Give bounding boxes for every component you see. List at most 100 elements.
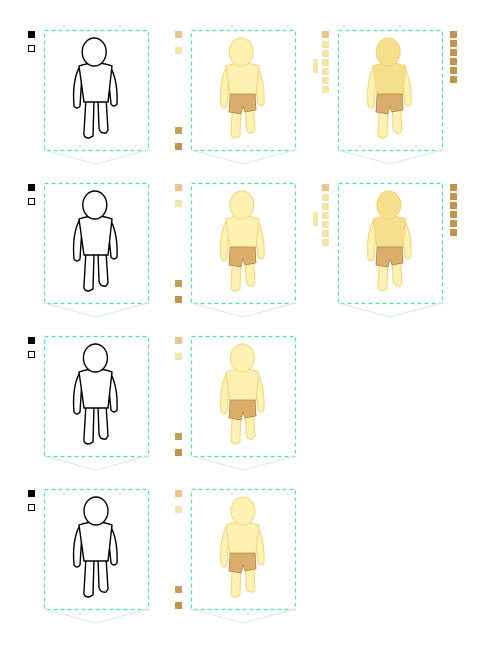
floor-tile-edge [337,302,443,318]
left-leg [83,556,95,598]
floor-tile-edge [43,455,149,471]
bounding-frame [337,182,444,305]
avatar-figure-skin [220,496,265,598]
shorts [228,93,257,115]
bounding-frame [43,335,150,458]
torso [78,215,113,256]
torso [225,62,260,103]
avatar-figure-outline [72,37,118,139]
shorts-swatch-icon [175,433,182,440]
left-leg [83,403,95,445]
filled-square-icon [28,31,35,38]
head [375,37,401,67]
avatar-figure-outline [72,190,118,292]
floor-tile-edge [43,608,149,624]
bounding-frame [43,182,150,305]
shorts [228,399,257,421]
shorts-dark-swatch-icon [175,449,182,456]
empty-square-icon [28,351,35,358]
left-leg [83,97,95,139]
head [82,190,108,220]
left-arm [72,66,83,109]
torso [78,62,113,103]
floor-tile-edge [43,149,149,165]
shorts-swatch-icon [175,127,182,134]
skin-light-swatch-icon [175,506,182,513]
skin-swatch-icon [175,337,182,344]
shade-swatch-icon [322,50,329,57]
avatar-figure-skin [220,343,265,445]
bounding-frame [190,29,297,152]
torso [372,62,407,103]
head [82,343,109,373]
shorts-dark-swatch-icon [175,143,182,150]
shade-swatch-icon [322,221,329,228]
bounding-frame [43,488,150,611]
avatar-figure-skin-shaded [367,190,412,292]
shade-swatch-icon [322,239,329,246]
torso [78,368,113,409]
shade-swatch-icon [450,67,457,74]
right-leg [97,97,109,134]
shade-swatch-icon [322,212,329,219]
shade-swatch-icon [322,194,329,201]
shade-swatch-icon [450,229,457,236]
bounding-frame [190,182,297,305]
shorts [228,552,257,574]
sprite-row-4 [28,488,297,624]
shade-swatch-icon [450,211,457,218]
avatar-figure-outline [72,496,118,598]
floor-tile-edge [337,149,443,165]
avatar-figure-skin [220,190,265,292]
shade-swatch-icon [322,41,329,48]
floor-tile-edge [190,149,296,165]
head [229,190,255,220]
right-leg [97,556,109,593]
shorts [228,246,257,268]
shade-swatch-icon [322,86,329,93]
left-arm [72,372,83,415]
right-leg [97,250,109,287]
head [230,496,256,526]
sprite-row-3 [28,335,297,471]
left-arm [220,219,230,262]
skin-swatch-icon [322,31,329,38]
left-arm [220,372,230,415]
bounding-frame [190,488,297,611]
head [81,37,107,67]
head [376,190,402,220]
shade-swatch-icon [450,49,457,56]
empty-square-icon [28,198,35,205]
empty-square-icon [28,45,35,52]
bounding-frame [43,29,150,152]
left-arm [72,219,83,262]
filled-square-icon [28,184,35,191]
left-leg [83,250,95,292]
head [229,343,255,373]
floor-tile-edge [190,455,296,471]
sprite-row-1 [28,29,457,165]
shade-swatch-icon [322,230,329,237]
skin-swatch-icon [175,31,182,38]
floor-tile-edge [190,608,296,624]
shorts [375,246,404,268]
skin-swatch-icon [175,490,182,497]
torso [78,521,113,562]
shade-swatch-icon [450,58,457,65]
shorts-dark-swatch-icon [175,296,182,303]
left-arm [72,525,83,568]
floor-tile-edge [43,302,149,318]
sprite-row-2 [28,182,457,318]
avatar-figure-skin [220,37,265,139]
shade-swatch-icon [450,184,457,191]
skin-light-swatch-icon [175,353,182,360]
right-leg [97,403,109,440]
shorts-swatch-icon [175,586,182,593]
left-arm [220,525,230,568]
shade-strip-icon [313,59,318,73]
shade-strip-icon [313,212,318,226]
shade-swatch-icon [450,202,457,209]
bounding-frame [337,29,444,152]
